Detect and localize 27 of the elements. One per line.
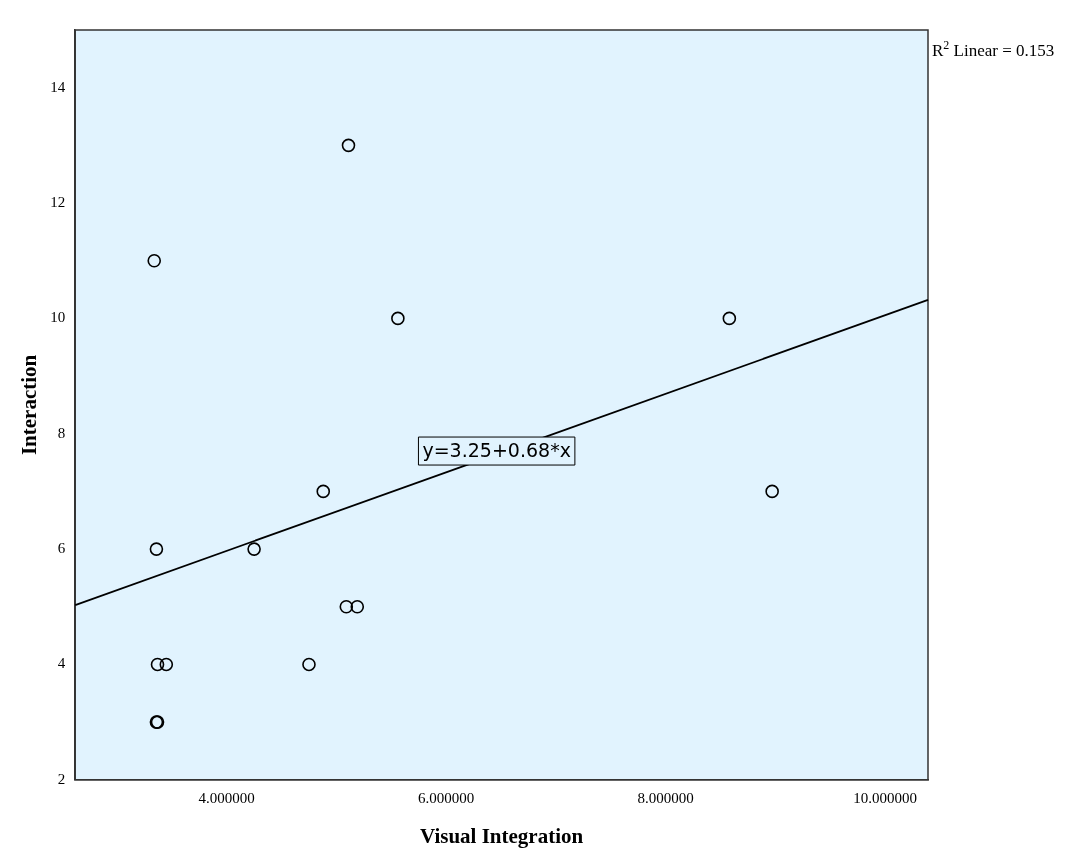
x-tick-label: 4.000000 — [198, 789, 255, 806]
point — [247, 542, 261, 556]
x-axis-title: Visual Integration — [420, 823, 584, 848]
y-tick-label: 2 — [57, 770, 66, 787]
point — [391, 311, 405, 326]
point — [302, 657, 316, 672]
point — [339, 599, 354, 614]
y-tick-label: 10 — [50, 309, 66, 326]
y-tick-label: 4 — [57, 655, 66, 672]
point — [149, 542, 164, 556]
point — [765, 484, 779, 499]
point — [350, 599, 365, 614]
y-tick-label: 12 — [50, 193, 66, 210]
y-axis-title: Interaction — [17, 354, 42, 456]
point — [341, 138, 356, 153]
y-tick-label: 6 — [57, 540, 66, 557]
point — [722, 311, 737, 326]
x-tick-label: 6.000000 — [418, 789, 475, 806]
y-tick-label: 14 — [50, 78, 66, 95]
annotation: y=3.25+0.68*x — [422, 438, 571, 461]
x-tick-label: 8.000000 — [637, 789, 694, 806]
point — [147, 253, 162, 268]
point — [159, 657, 174, 672]
y-tick-label: 8 — [57, 424, 66, 441]
point — [316, 484, 331, 499]
point — [150, 657, 165, 672]
x-tick-label: 10.000000 — [853, 789, 918, 806]
